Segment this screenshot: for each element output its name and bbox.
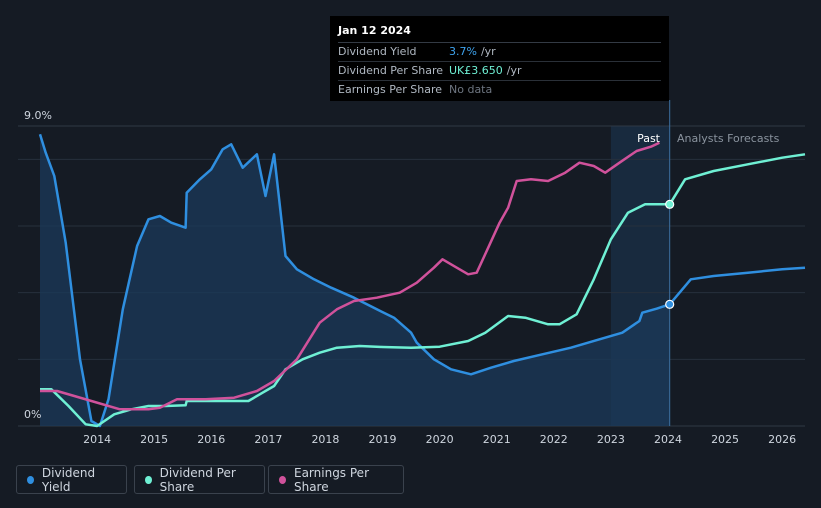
legend-label: Dividend Per Share (159, 465, 236, 494)
legend-dividend-per-share[interactable]: Dividend Per Share (134, 465, 265, 494)
x-tick-label: 2015 (140, 433, 168, 446)
dividend-yield-line (38, 133, 806, 428)
past-label: Past (637, 132, 661, 145)
legend-earnings-per-share[interactable]: Earnings Per Share (268, 465, 404, 494)
x-tick-label: 2018 (311, 433, 339, 446)
x-axis-ticks: 2014 2015 2016 2017 2018 2019 2020 2021 2022 2023… (83, 433, 796, 446)
legend-label: Dividend Yield (41, 465, 96, 494)
x-tick-label: 2025 (711, 433, 739, 446)
dividend-per-share-line (40, 153, 806, 428)
legend-dot-icon (145, 475, 152, 484)
tooltip-date: Jan 12 2024 (338, 24, 661, 43)
tooltip-label: Earnings Per Share (338, 83, 443, 96)
tooltip-row-dividend-per-share: Dividend Per Share UK£3.650 /yr (338, 62, 661, 81)
tooltip-row-dividend-yield: Dividend Yield 3.7% /yr (338, 43, 661, 62)
legend-dot-icon (279, 475, 286, 484)
chart-highlight-points (665, 199, 675, 309)
dividend-yield-highlight-point (665, 299, 675, 309)
x-tick-label: 2021 (483, 433, 511, 446)
x-tick-label: 2023 (597, 433, 625, 446)
legend-dividend-yield[interactable]: Dividend Yield (16, 465, 127, 494)
tooltip-unit: /yr (480, 45, 496, 58)
tooltip-unit: /yr (506, 64, 522, 77)
x-tick-label: 2024 (654, 433, 682, 446)
tooltip-value: 3.7% (449, 45, 477, 58)
x-tick-label: 2026 (768, 433, 796, 446)
tooltip-label: Dividend Per Share (338, 64, 444, 77)
tooltip: Jan 12 2024 Dividend Yield 3.7% /yr Divi… (330, 16, 669, 101)
chart-series (38, 133, 806, 428)
x-tick-label: 2014 (83, 433, 111, 446)
tooltip-value: No data (449, 83, 493, 96)
legend-dot-icon (27, 475, 34, 484)
tooltip-value: UK£3.650 (449, 64, 503, 77)
y-axis-min-label: 0% (24, 408, 41, 421)
tooltip-row-earnings-per-share: Earnings Per Share No data (338, 81, 661, 99)
y-axis-max-label: 9.0% (24, 109, 52, 122)
x-tick-label: 2022 (540, 433, 568, 446)
legend-label: Earnings Per Share (293, 465, 369, 494)
dividend-yield-area (40, 134, 670, 427)
dividend-per-share-highlight-point (665, 199, 675, 209)
x-tick-label: 2019 (369, 433, 397, 446)
x-tick-label: 2020 (426, 433, 454, 446)
analysts-forecasts-label: Analysts Forecasts (677, 132, 780, 145)
earnings-per-share-line (40, 141, 660, 411)
x-tick-label: 2016 (197, 433, 225, 446)
tooltip-label: Dividend Yield (338, 45, 417, 58)
x-tick-label: 2017 (254, 433, 282, 446)
